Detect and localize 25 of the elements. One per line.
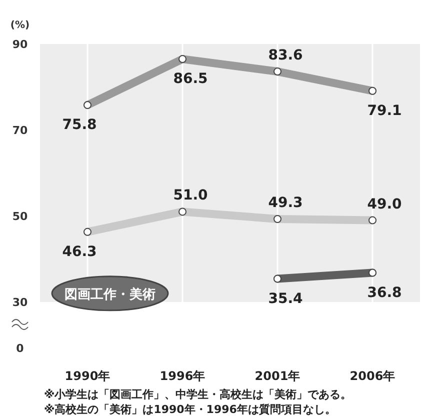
data-label: 83.6 [268,48,303,64]
data-label: 51.0 [173,188,208,204]
data-label: 49.0 [367,196,402,212]
y-tick-label: 90 [12,38,28,51]
point [368,268,376,277]
text: ※高校生の「美術」は1990年・1996年は質問項目なし。 [44,403,336,416]
data-label: 75.8 [62,117,97,134]
data-label: 36.8 [367,284,402,301]
x-tick-label: 2001年 [254,369,300,383]
text: 0 [16,342,24,355]
y-axis-title: (%) [10,20,30,31]
data-label: 86.5 [173,71,208,88]
data-label: 79.1 [367,102,402,119]
y-tick-label: 50 [12,210,28,223]
text: ※小学生は「図画工作」、中学生・高校生は「美術」である。 [44,388,352,401]
point [274,274,282,283]
y-tick-label: 30 [12,296,28,309]
x-tick-label: 1990年 [64,369,110,383]
x-tick-label: 1996年 [160,369,206,383]
data-label: 49.3 [268,195,303,212]
data-label: 46.3 [62,244,97,260]
x-tick-label: 2006年 [350,369,396,383]
text: 図画工作・美術 [64,286,156,302]
y-tick-label: 70 [12,124,28,137]
data-label: 35.4 [268,290,304,307]
